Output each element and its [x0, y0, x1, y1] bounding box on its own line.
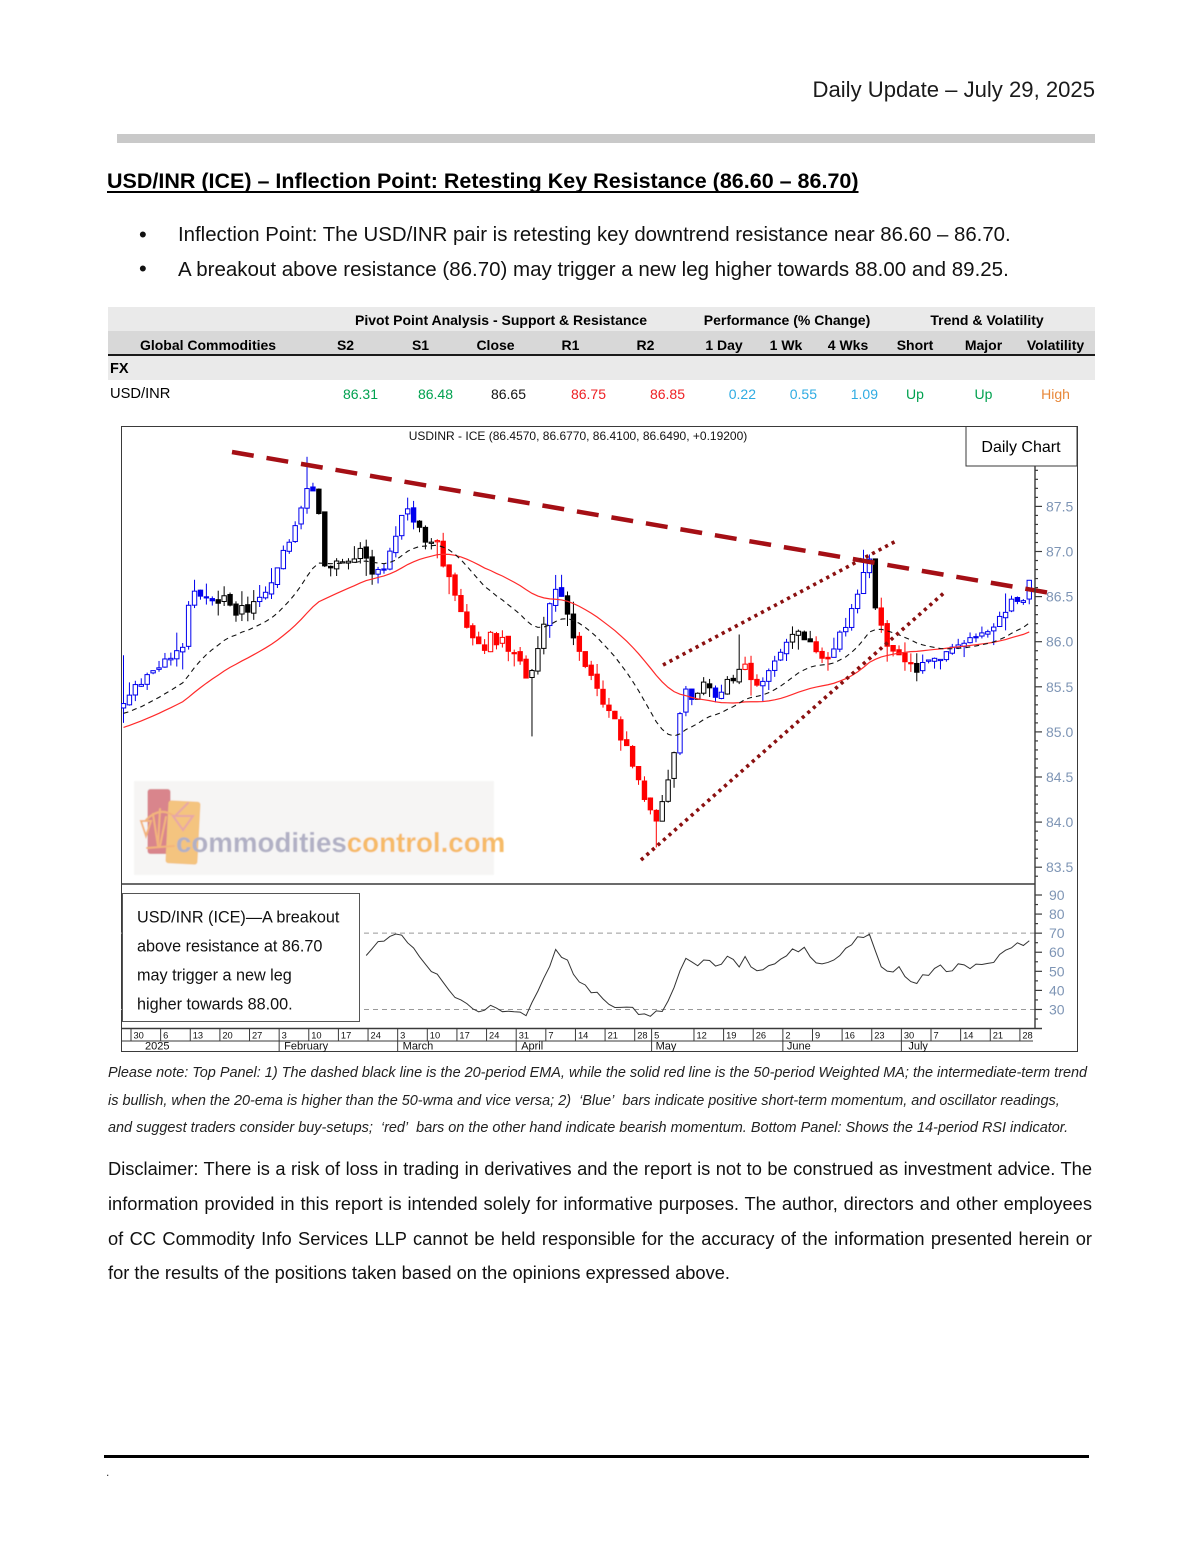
svg-text:87.0: 87.0: [1046, 544, 1073, 560]
svg-text:40: 40: [1049, 982, 1065, 998]
svg-text:84.0: 84.0: [1046, 814, 1073, 830]
svg-text:Daily Chart: Daily Chart: [981, 439, 1061, 456]
svg-text:31: 31: [519, 1031, 529, 1041]
svg-text:50: 50: [1049, 963, 1065, 979]
svg-text:June: June: [787, 1041, 811, 1053]
svg-text:86.5: 86.5: [1046, 589, 1073, 605]
svg-text:above resistance at 86.70: above resistance at 86.70: [137, 938, 322, 956]
svg-text:16: 16: [845, 1031, 855, 1041]
svg-text:13: 13: [193, 1031, 203, 1041]
svg-text:26: 26: [756, 1031, 766, 1041]
svg-text:21: 21: [608, 1031, 618, 1041]
svg-text:7: 7: [934, 1031, 939, 1041]
svg-text:2025: 2025: [145, 1041, 169, 1053]
svg-text:24: 24: [371, 1031, 381, 1041]
svg-text:60: 60: [1049, 944, 1065, 960]
svg-text:3: 3: [282, 1031, 287, 1041]
svg-text:higher towards 88.00.: higher towards 88.00.: [137, 996, 293, 1014]
svg-text:9: 9: [815, 1031, 820, 1041]
svg-text:90: 90: [1049, 887, 1065, 903]
svg-text:6: 6: [163, 1031, 168, 1041]
svg-text:83.5: 83.5: [1046, 859, 1073, 875]
svg-text:10: 10: [430, 1031, 440, 1041]
svg-text:30: 30: [1049, 1001, 1065, 1017]
svg-text:14: 14: [578, 1031, 588, 1041]
svg-text:80: 80: [1049, 906, 1065, 922]
svg-text:19: 19: [726, 1031, 736, 1041]
svg-text:10: 10: [311, 1031, 321, 1041]
svg-text:24: 24: [489, 1031, 499, 1041]
svg-text:20: 20: [222, 1031, 232, 1041]
svg-text:23: 23: [874, 1031, 884, 1041]
svg-text:30: 30: [904, 1031, 914, 1041]
svg-text:14: 14: [963, 1031, 973, 1041]
svg-text:may trigger a new leg: may trigger a new leg: [137, 967, 292, 985]
svg-text:April: April: [521, 1041, 543, 1053]
svg-text:May: May: [656, 1041, 677, 1053]
svg-text:March: March: [403, 1041, 434, 1053]
svg-text:21: 21: [993, 1031, 1003, 1041]
svg-text:February: February: [284, 1041, 329, 1053]
svg-text:17: 17: [459, 1031, 469, 1041]
svg-text:85.0: 85.0: [1046, 724, 1073, 740]
svg-text:70: 70: [1049, 925, 1065, 941]
svg-text:5: 5: [654, 1031, 659, 1041]
svg-text:28: 28: [1022, 1031, 1032, 1041]
svg-text:84.5: 84.5: [1046, 769, 1073, 785]
svg-text:commoditiescontrol.com: commoditiescontrol.com: [176, 827, 505, 858]
svg-text:USDINR - ICE (86.4570, 86.6770: USDINR - ICE (86.4570, 86.6770, 86.4100,…: [409, 429, 748, 443]
svg-text:27: 27: [252, 1031, 262, 1041]
svg-text:86.0: 86.0: [1046, 634, 1073, 650]
svg-text:17: 17: [341, 1031, 351, 1041]
svg-text:7: 7: [548, 1031, 553, 1041]
svg-text:85.5: 85.5: [1046, 679, 1073, 695]
svg-text:July: July: [908, 1041, 928, 1053]
svg-text:30: 30: [134, 1031, 144, 1041]
svg-text:12: 12: [696, 1031, 706, 1041]
svg-text:USD/INR (ICE)—A breakout: USD/INR (ICE)—A breakout: [137, 909, 340, 927]
svg-text:3: 3: [400, 1031, 405, 1041]
svg-text:87.5: 87.5: [1046, 498, 1073, 514]
svg-text:28: 28: [637, 1031, 647, 1041]
svg-text:2: 2: [785, 1031, 790, 1041]
